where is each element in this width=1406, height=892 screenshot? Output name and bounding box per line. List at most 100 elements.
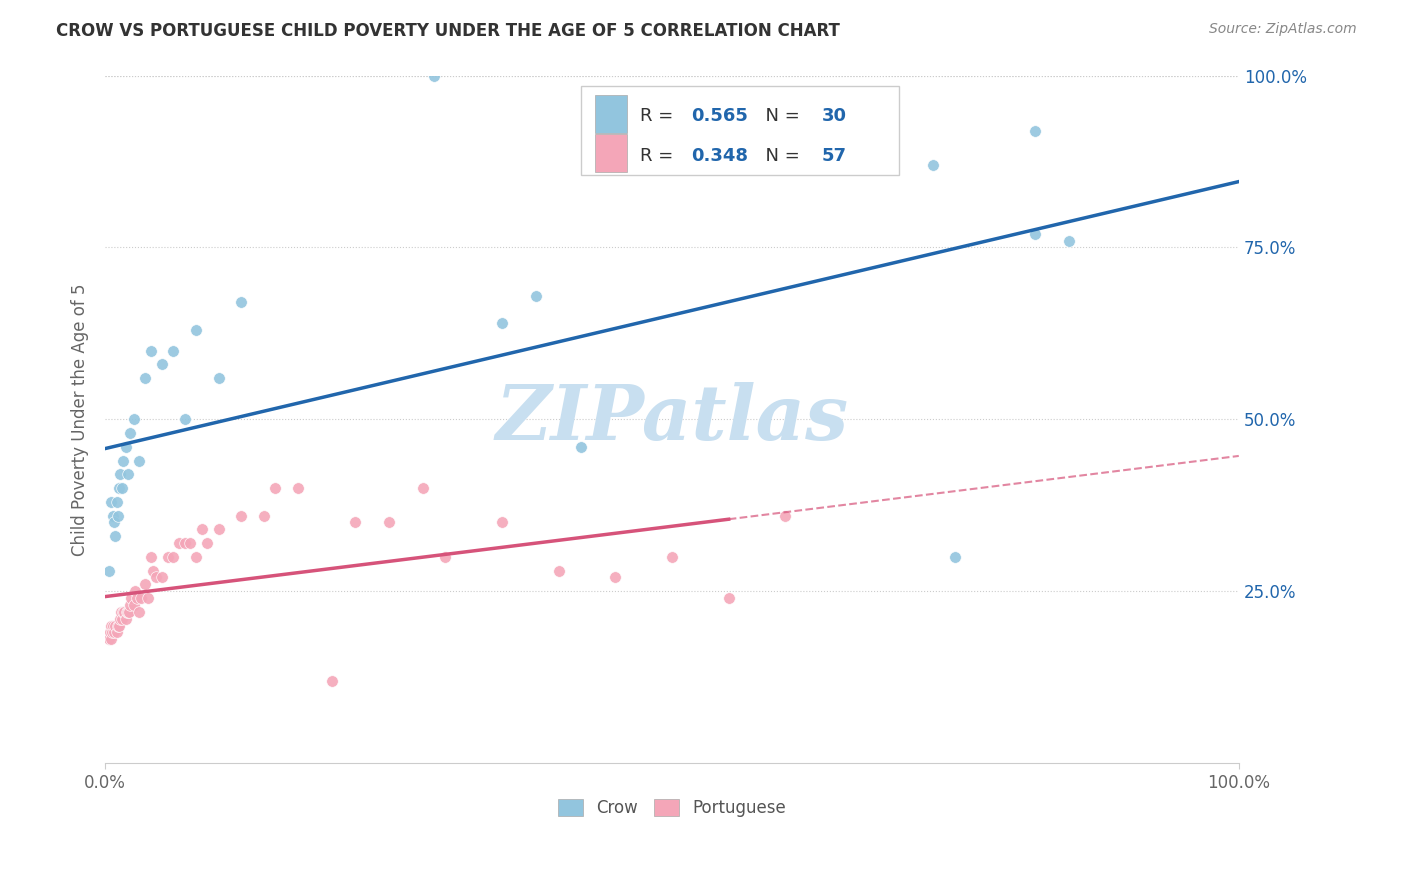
Text: 0.348: 0.348 <box>692 147 748 165</box>
Text: N =: N = <box>754 107 806 125</box>
Point <box>101 625 124 640</box>
Point <box>114 612 136 626</box>
Point <box>117 467 139 482</box>
Text: 0.565: 0.565 <box>692 107 748 125</box>
Point <box>108 481 131 495</box>
Point <box>112 605 135 619</box>
Text: ZIPatlas: ZIPatlas <box>495 383 849 457</box>
Point <box>377 516 399 530</box>
Point <box>97 632 120 647</box>
Point <box>190 522 212 536</box>
Point <box>101 508 124 523</box>
Point <box>717 591 740 606</box>
Point <box>110 605 132 619</box>
Point <box>524 288 547 302</box>
Point <box>101 618 124 632</box>
Point <box>173 412 195 426</box>
Point <box>605 570 627 584</box>
Point <box>100 618 122 632</box>
Point <box>124 584 146 599</box>
Point <box>150 357 173 371</box>
Point <box>105 495 128 509</box>
Point <box>103 625 125 640</box>
FancyBboxPatch shape <box>595 134 627 172</box>
Point <box>117 605 139 619</box>
Point <box>100 495 122 509</box>
Point <box>134 371 156 385</box>
Point <box>111 481 134 495</box>
Point <box>231 508 253 523</box>
Point <box>98 625 121 640</box>
Point <box>162 549 184 564</box>
Point <box>142 564 165 578</box>
Point <box>434 549 457 564</box>
Point <box>184 323 207 337</box>
Text: Source: ZipAtlas.com: Source: ZipAtlas.com <box>1209 22 1357 37</box>
Point <box>547 564 569 578</box>
Text: CROW VS PORTUGUESE CHILD POVERTY UNDER THE AGE OF 5 CORRELATION CHART: CROW VS PORTUGUESE CHILD POVERTY UNDER T… <box>56 22 841 40</box>
Legend: Crow, Portuguese: Crow, Portuguese <box>551 792 793 823</box>
Point <box>491 516 513 530</box>
Point <box>122 412 145 426</box>
Point <box>104 618 127 632</box>
Point <box>107 618 129 632</box>
Point <box>231 295 253 310</box>
Point <box>114 440 136 454</box>
Point <box>145 570 167 584</box>
Point <box>179 536 201 550</box>
Point <box>423 69 446 83</box>
Point <box>139 549 162 564</box>
Point <box>921 158 943 172</box>
Text: 30: 30 <box>821 107 846 125</box>
Point <box>343 516 366 530</box>
Point <box>156 549 179 564</box>
Text: 57: 57 <box>821 147 846 165</box>
Point <box>321 673 343 688</box>
Point <box>167 536 190 550</box>
Point <box>150 570 173 584</box>
Point <box>115 605 138 619</box>
Point <box>661 549 683 564</box>
Point <box>195 536 218 550</box>
Point <box>108 618 131 632</box>
Text: R =: R = <box>640 147 679 165</box>
Text: R =: R = <box>640 107 679 125</box>
Text: N =: N = <box>754 147 806 165</box>
Point <box>120 591 142 606</box>
Point <box>162 343 184 358</box>
Point <box>491 316 513 330</box>
Point <box>173 536 195 550</box>
Point <box>125 591 148 606</box>
Point <box>107 508 129 523</box>
Point <box>131 591 153 606</box>
Y-axis label: Child Poverty Under the Age of 5: Child Poverty Under the Age of 5 <box>72 283 89 556</box>
Point <box>120 426 142 441</box>
Point <box>412 481 434 495</box>
Point <box>136 591 159 606</box>
Point <box>1024 123 1046 137</box>
Point <box>108 612 131 626</box>
Point <box>945 549 967 564</box>
Point <box>100 632 122 647</box>
Point <box>108 467 131 482</box>
Point <box>111 612 134 626</box>
FancyBboxPatch shape <box>595 95 627 133</box>
Point <box>112 453 135 467</box>
Point <box>97 564 120 578</box>
Point <box>120 598 142 612</box>
Point <box>134 577 156 591</box>
Point <box>253 508 276 523</box>
Point <box>139 343 162 358</box>
Point <box>114 605 136 619</box>
Point <box>287 481 309 495</box>
Point <box>207 371 229 385</box>
Point <box>1024 227 1046 241</box>
Point <box>103 516 125 530</box>
Point <box>128 605 150 619</box>
Point <box>264 481 287 495</box>
Point <box>775 508 797 523</box>
Point <box>105 625 128 640</box>
Point <box>1057 234 1080 248</box>
Point <box>184 549 207 564</box>
Point <box>122 598 145 612</box>
